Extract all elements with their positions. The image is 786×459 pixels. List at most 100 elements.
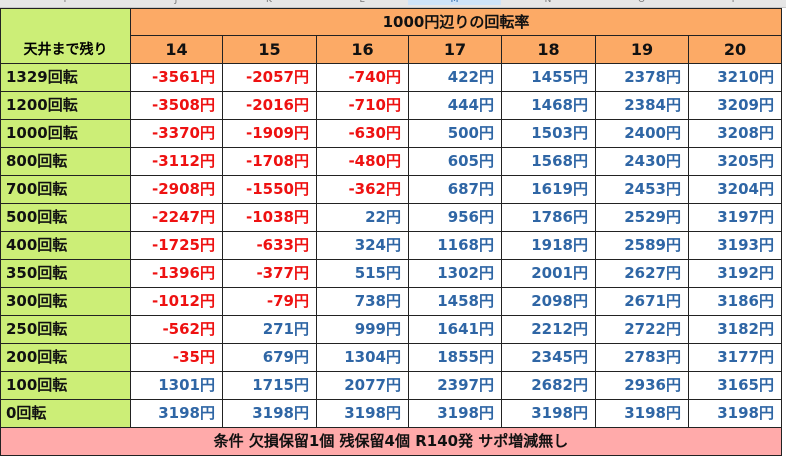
row-label-cell[interactable]: 1200回転 xyxy=(0,91,131,120)
value-cell[interactable]: 2589円 xyxy=(595,231,689,260)
value-cell[interactable]: -362円 xyxy=(316,175,409,204)
value-cell[interactable]: -1396円 xyxy=(130,259,223,288)
rate-header-cell[interactable]: 14 xyxy=(130,35,223,64)
value-cell[interactable]: -3370円 xyxy=(130,119,223,148)
value-cell[interactable]: 422円 xyxy=(408,63,502,92)
value-cell[interactable]: 2936円 xyxy=(595,371,689,400)
value-cell[interactable]: -562円 xyxy=(130,315,223,344)
value-cell[interactable]: 2722円 xyxy=(595,315,689,344)
value-cell[interactable]: 956円 xyxy=(408,203,502,232)
value-cell[interactable]: 271円 xyxy=(222,315,317,344)
remaining-spins-header[interactable]: 天井まで残り xyxy=(0,8,131,64)
value-cell[interactable]: 679円 xyxy=(222,343,317,372)
row-label-cell[interactable]: 400回転 xyxy=(0,231,131,260)
row-label-cell[interactable]: 1329回転 xyxy=(0,63,131,92)
value-cell[interactable]: 2345円 xyxy=(501,343,596,372)
value-cell[interactable]: -1012円 xyxy=(130,287,223,316)
value-cell[interactable]: 1786円 xyxy=(501,203,596,232)
value-cell[interactable]: 1918円 xyxy=(501,231,596,260)
value-cell[interactable]: 2682円 xyxy=(501,371,596,400)
value-cell[interactable]: 1302円 xyxy=(408,259,502,288)
value-cell[interactable]: 2400円 xyxy=(595,119,689,148)
value-cell[interactable]: -3508円 xyxy=(130,91,223,120)
value-cell[interactable]: -633円 xyxy=(222,231,317,260)
value-cell[interactable]: -630円 xyxy=(316,119,409,148)
value-cell[interactable]: 2627円 xyxy=(595,259,689,288)
value-cell[interactable]: 3198円 xyxy=(316,399,409,428)
value-cell[interactable]: 2384円 xyxy=(595,91,689,120)
value-cell[interactable]: -1725円 xyxy=(130,231,223,260)
value-cell[interactable]: 3205円 xyxy=(688,147,782,176)
value-cell[interactable]: 3198円 xyxy=(501,399,596,428)
value-cell[interactable]: -480円 xyxy=(316,147,409,176)
value-cell[interactable]: 999円 xyxy=(316,315,409,344)
value-cell[interactable]: 2098円 xyxy=(501,287,596,316)
value-cell[interactable]: -2247円 xyxy=(130,203,223,232)
value-cell[interactable]: 2529円 xyxy=(595,203,689,232)
column-letter-i[interactable]: I xyxy=(63,0,67,5)
value-cell[interactable]: 324円 xyxy=(316,231,409,260)
value-cell[interactable]: -2057円 xyxy=(222,63,317,92)
value-cell[interactable]: 2397円 xyxy=(408,371,502,400)
rate-header-cell[interactable]: 17 xyxy=(408,35,502,64)
rate-header-cell[interactable]: 19 xyxy=(595,35,689,64)
row-label-cell[interactable]: 100回転 xyxy=(0,371,131,400)
row-label-cell[interactable]: 1000回転 xyxy=(0,119,131,148)
value-cell[interactable]: -3112円 xyxy=(130,147,223,176)
value-cell[interactable]: 3193円 xyxy=(688,231,782,260)
value-cell[interactable]: -2908円 xyxy=(130,175,223,204)
value-cell[interactable]: 3165円 xyxy=(688,371,782,400)
value-cell[interactable]: 1619円 xyxy=(501,175,596,204)
value-cell[interactable]: 2671円 xyxy=(595,287,689,316)
column-letter-o[interactable]: O xyxy=(637,0,646,5)
value-cell[interactable]: 3209円 xyxy=(688,91,782,120)
value-cell[interactable]: 515円 xyxy=(316,259,409,288)
value-cell[interactable]: 3177円 xyxy=(688,343,782,372)
value-cell[interactable]: 2001円 xyxy=(501,259,596,288)
value-cell[interactable]: 1568円 xyxy=(501,147,596,176)
value-cell[interactable]: -740円 xyxy=(316,63,409,92)
value-cell[interactable]: 2453円 xyxy=(595,175,689,204)
row-label-cell[interactable]: 350回転 xyxy=(0,259,131,288)
value-cell[interactable]: -1909円 xyxy=(222,119,317,148)
value-cell[interactable]: -1550円 xyxy=(222,175,317,204)
value-cell[interactable]: 500円 xyxy=(408,119,502,148)
spin-rate-title[interactable]: 1000円辺りの回転率 xyxy=(130,8,782,36)
value-cell[interactable]: 22円 xyxy=(316,203,409,232)
value-cell[interactable]: 2783円 xyxy=(595,343,689,372)
column-letter-j[interactable]: J xyxy=(174,0,178,5)
value-cell[interactable]: -1038円 xyxy=(222,203,317,232)
rate-header-cell[interactable]: 16 xyxy=(316,35,409,64)
column-letter-n[interactable]: N xyxy=(544,0,552,5)
value-cell[interactable]: 687円 xyxy=(408,175,502,204)
value-cell[interactable]: 1855円 xyxy=(408,343,502,372)
rate-header-cell[interactable]: 15 xyxy=(222,35,317,64)
value-cell[interactable]: 2378円 xyxy=(595,63,689,92)
row-label-cell[interactable]: 250回転 xyxy=(0,315,131,344)
value-cell[interactable]: 3192円 xyxy=(688,259,782,288)
row-label-cell[interactable]: 0回転 xyxy=(0,399,131,428)
value-cell[interactable]: -1708円 xyxy=(222,147,317,176)
rate-header-cell[interactable]: 18 xyxy=(501,35,596,64)
conditions-footer[interactable]: 条件 欠損保留1個 残保留4個 R140発 サポ増減無し xyxy=(0,427,782,456)
value-cell[interactable]: 3198円 xyxy=(688,399,782,428)
value-cell[interactable]: 1715円 xyxy=(222,371,317,400)
value-cell[interactable]: 3197円 xyxy=(688,203,782,232)
value-cell[interactable]: -3561円 xyxy=(130,63,223,92)
value-cell[interactable]: 1301円 xyxy=(130,371,223,400)
value-cell[interactable]: 2430円 xyxy=(595,147,689,176)
value-cell[interactable]: 3182円 xyxy=(688,315,782,344)
row-label-cell[interactable]: 200回転 xyxy=(0,343,131,372)
value-cell[interactable]: 738円 xyxy=(316,287,409,316)
value-cell[interactable]: -710円 xyxy=(316,91,409,120)
value-cell[interactable]: 1168円 xyxy=(408,231,502,260)
column-letter-l[interactable]: L xyxy=(359,0,365,5)
value-cell[interactable]: 2077円 xyxy=(316,371,409,400)
value-cell[interactable]: 3198円 xyxy=(222,399,317,428)
value-cell[interactable]: 605円 xyxy=(408,147,502,176)
value-cell[interactable]: 444円 xyxy=(408,91,502,120)
value-cell[interactable]: -377円 xyxy=(222,259,317,288)
value-cell[interactable]: 3186円 xyxy=(688,287,782,316)
value-cell[interactable]: 3198円 xyxy=(130,399,223,428)
column-letter-k[interactable]: K xyxy=(266,0,272,5)
